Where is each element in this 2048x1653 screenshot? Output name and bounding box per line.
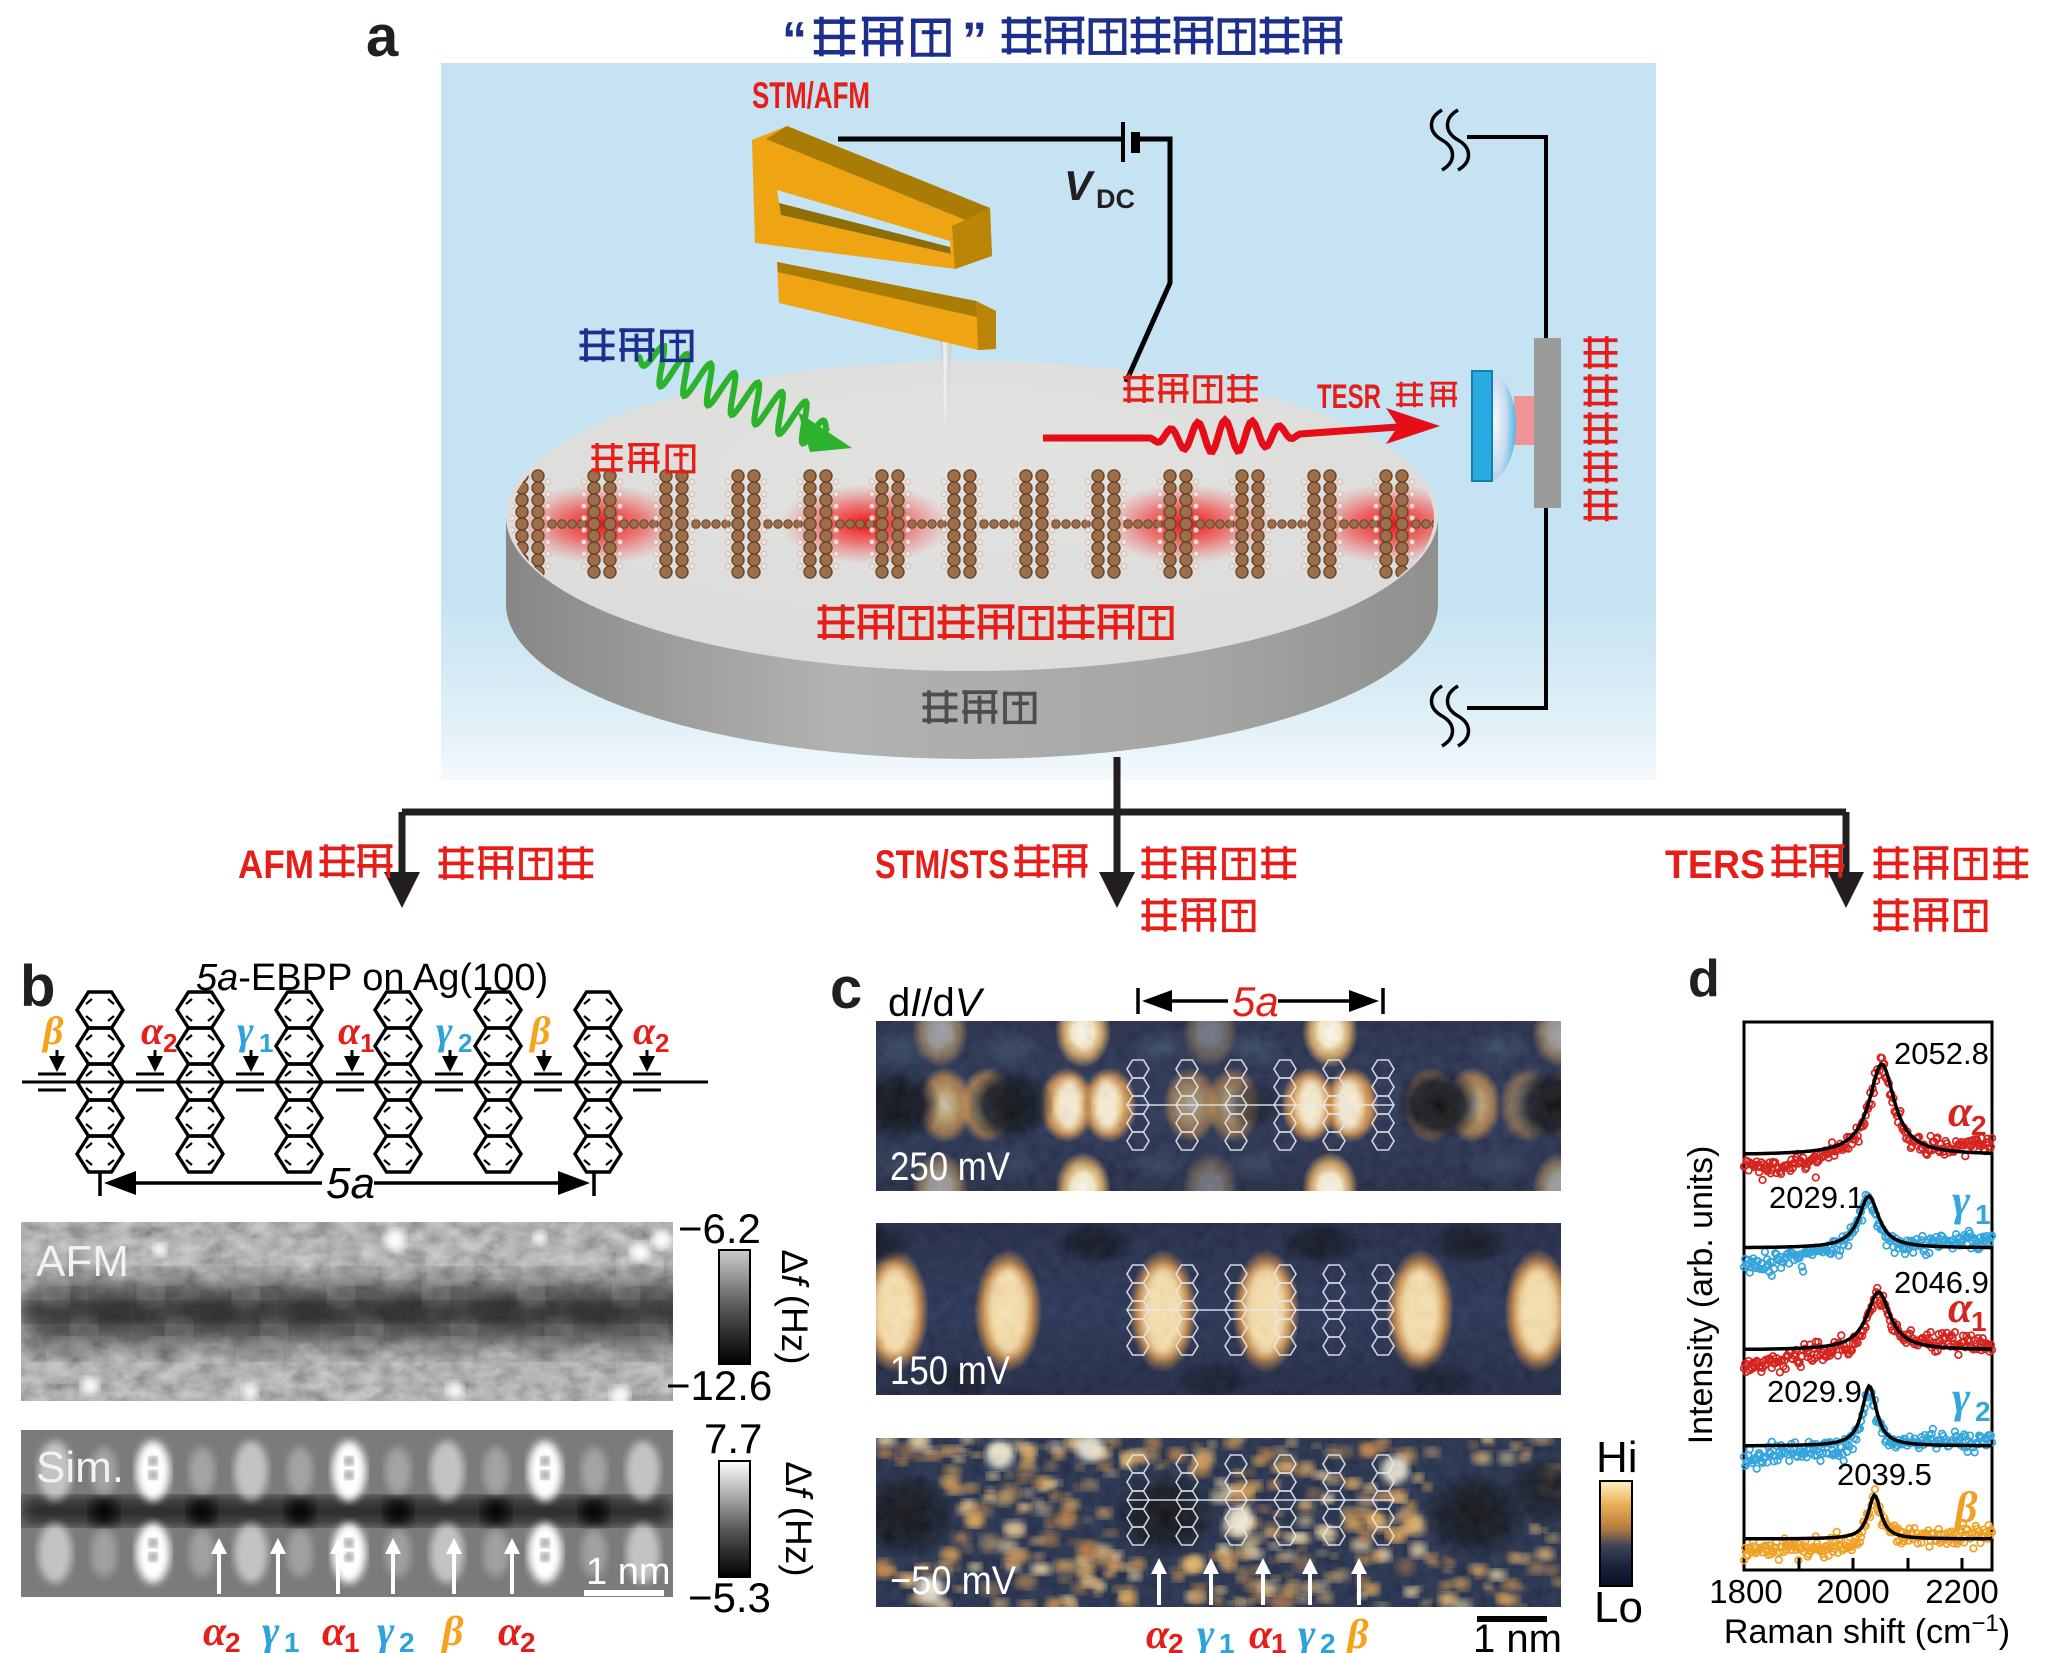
svg-text:α: α [498, 1609, 522, 1653]
svg-text:α: α [141, 1008, 164, 1053]
svg-text:2: 2 [1168, 1628, 1184, 1653]
svg-text:Intensity (arb. units): Intensity (arb. units) [1682, 1146, 1720, 1445]
svg-text:AFM: AFM [238, 843, 314, 887]
svg-text:1: 1 [1971, 1306, 1987, 1337]
svg-text:b: b [20, 954, 55, 1019]
svg-text:α: α [633, 1008, 656, 1053]
svg-text:2: 2 [1971, 1110, 1987, 1141]
svg-text:STM/STS: STM/STS [875, 843, 1009, 887]
svg-text:V: V [1064, 162, 1095, 209]
svg-text:5a: 5a [326, 1159, 375, 1208]
svg-text:2: 2 [163, 1028, 177, 1058]
svg-text:a: a [366, 4, 399, 69]
svg-text:Raman shift (cm−1): Raman shift (cm−1) [1724, 1610, 2010, 1651]
svg-text:2052.8: 2052.8 [1894, 1036, 1989, 1071]
svg-text:250 mV: 250 mV [890, 1145, 1010, 1189]
svg-text:1800: 1800 [1709, 1573, 1782, 1610]
svg-text:c: c [830, 956, 862, 1021]
svg-text:Sim.: Sim. [36, 1443, 124, 1492]
svg-text:TESR: TESR [1317, 378, 1381, 416]
svg-text:Hi: Hi [1596, 1433, 1638, 1482]
svg-text:AFM: AFM [36, 1237, 129, 1286]
svg-text:DC: DC [1096, 184, 1135, 214]
svg-text:1: 1 [259, 1028, 273, 1058]
svg-text:γ: γ [1952, 1373, 1971, 1422]
svg-text:2: 2 [399, 1627, 415, 1653]
svg-text:γ: γ [1952, 1176, 1971, 1225]
svg-text:d: d [1688, 950, 1720, 1008]
svg-text:α: α [322, 1609, 346, 1653]
svg-text:Δf (Hz): Δf (Hz) [778, 1461, 819, 1576]
svg-text:β: β [440, 1609, 464, 1653]
svg-text:2029.1: 2029.1 [1769, 1180, 1864, 1215]
svg-text:γ: γ [436, 1008, 453, 1053]
svg-text:5a: 5a [1232, 978, 1279, 1025]
svg-text:1: 1 [344, 1627, 360, 1653]
svg-text:150 mV: 150 mV [890, 1349, 1010, 1393]
svg-text:1 nm: 1 nm [1473, 1617, 1562, 1653]
svg-text:γ: γ [237, 1008, 254, 1053]
svg-text:β: β [1345, 1612, 1369, 1653]
svg-text:Δf (Hz): Δf (Hz) [774, 1249, 815, 1364]
svg-text:β: β [41, 1008, 64, 1053]
svg-text:2039.5: 2039.5 [1837, 1457, 1932, 1492]
svg-text:STM/AFM: STM/AFM [752, 75, 870, 116]
svg-text:α: α [1146, 1612, 1170, 1653]
svg-text:2: 2 [520, 1627, 536, 1653]
svg-text:1: 1 [1219, 1628, 1235, 1653]
svg-text:2: 2 [1975, 1396, 1991, 1427]
svg-text:α: α [338, 1008, 361, 1053]
svg-text:1 nm: 1 nm [586, 1551, 670, 1593]
svg-text:2200: 2200 [1925, 1573, 1998, 1610]
svg-text:−50 mV: −50 mV [890, 1559, 1016, 1603]
svg-text:dI/dV: dI/dV [888, 981, 985, 1025]
svg-text:−6.2: −6.2 [678, 1205, 761, 1252]
svg-text:−12.6: −12.6 [666, 1362, 772, 1409]
svg-text:1: 1 [360, 1028, 374, 1058]
svg-text:1: 1 [1271, 1628, 1287, 1653]
svg-text:”: ” [962, 12, 987, 68]
svg-text:γ: γ [262, 1609, 280, 1653]
svg-text:−5.3: −5.3 [688, 1574, 771, 1621]
svg-text:“: “ [782, 12, 807, 68]
svg-text:2046.9: 2046.9 [1894, 1265, 1989, 1300]
svg-text:α: α [1948, 1283, 1973, 1332]
svg-text:7.7: 7.7 [704, 1415, 762, 1462]
svg-text:α: α [203, 1609, 227, 1653]
svg-text:2: 2 [225, 1627, 241, 1653]
svg-text:2: 2 [1320, 1628, 1336, 1653]
svg-text:β: β [1953, 1483, 1978, 1532]
svg-text:α: α [1948, 1087, 1973, 1136]
svg-text:2: 2 [655, 1028, 669, 1058]
svg-text:2000: 2000 [1816, 1573, 1889, 1610]
svg-text:2: 2 [458, 1028, 472, 1058]
svg-text:α: α [1249, 1612, 1273, 1653]
svg-text:Lo: Lo [1594, 1583, 1643, 1632]
svg-text:1: 1 [1975, 1199, 1991, 1230]
svg-text:γ: γ [1298, 1612, 1316, 1653]
svg-text:TERS: TERS [1665, 843, 1765, 887]
svg-text:β: β [528, 1008, 551, 1053]
svg-text:1: 1 [284, 1627, 300, 1653]
svg-text:γ: γ [377, 1609, 395, 1653]
svg-text:2029.9: 2029.9 [1767, 1374, 1862, 1409]
svg-text:γ: γ [1197, 1612, 1215, 1653]
